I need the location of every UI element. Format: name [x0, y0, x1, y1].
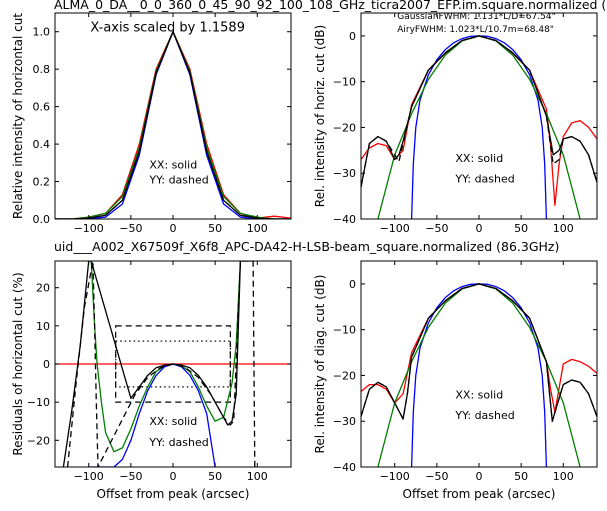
x-tick-label: −50 [425, 222, 448, 235]
annotation-text: XX: solid [455, 152, 503, 165]
annotation-text: XX: solid [455, 388, 503, 401]
y-tick-label: 0 [349, 278, 356, 291]
series-line-green-solid [377, 283, 581, 467]
x-tick-label: 0 [476, 222, 483, 235]
x-tick-label: 0 [476, 470, 483, 483]
x-tick-label: 50 [208, 470, 222, 483]
y-tick-label: 0 [349, 30, 356, 43]
series-line-black-solid [55, 31, 291, 219]
figure-title-top: ALMA_0_DA__0_0_360_0_45_90_92_100_108_GH… [54, 0, 606, 12]
x-axis-label: Offset from peak (arcsec) [97, 487, 250, 501]
y-tick-label: −40 [333, 461, 356, 474]
plot-area-tr [361, 35, 597, 219]
series-line-blue-solid [55, 31, 291, 219]
figure-title-middle: uid___A002_X67509f_X6f8_APC-DA42-H-LSB-b… [54, 239, 559, 254]
annotation-text: X-axis scaled by 1.1589 [90, 21, 245, 36]
y-tick-label: −20 [27, 434, 50, 447]
x-tick-label: −50 [425, 470, 448, 483]
y-tick-label: −10 [333, 324, 356, 337]
annotation-text: YY: dashed [148, 173, 208, 186]
plot-area-br [361, 283, 597, 467]
series-line-green-solid [90, 261, 245, 453]
x-tick-label: 100 [553, 470, 574, 483]
series-line-black-dashed [361, 283, 597, 422]
y-tick-label: −10 [27, 396, 50, 409]
x-tick-label: 50 [208, 222, 222, 235]
y-axis-label: Rel. intensity of diag. cut (dB) [313, 275, 327, 454]
series-line-black-dashed [66, 261, 256, 467]
x-tick-label: 0 [170, 470, 177, 483]
series-line-red-solid [55, 31, 291, 219]
y-tick-label: 0.2 [33, 176, 51, 189]
x-tick-label: −100 [380, 222, 410, 235]
y-tick-label: −20 [333, 369, 356, 382]
axes-frame [360, 260, 598, 468]
series-line-black-solid [361, 35, 597, 188]
x-tick-label: −50 [119, 470, 142, 483]
y-tick-label: −30 [333, 415, 356, 428]
plot-area-tl [55, 31, 291, 219]
y-tick-label: −30 [333, 167, 356, 180]
x-tick-label: 50 [514, 222, 528, 235]
x-tick-label: 50 [514, 470, 528, 483]
annotation-text: AiryFWHM: 1.023*L/10.7m=68.48" [397, 25, 554, 35]
series-line-black-solid [62, 261, 255, 467]
x-tick-label: 100 [247, 470, 268, 483]
y-tick-label: 0.4 [33, 138, 51, 151]
y-tick-label: 0.8 [33, 63, 51, 76]
y-tick-label: 0 [43, 358, 50, 371]
x-tick-label: 100 [553, 222, 574, 235]
y-tick-label: 0.6 [33, 101, 51, 114]
axes-frame [54, 12, 292, 220]
y-tick-label: 0.0 [33, 213, 51, 226]
series-line-black-dashed [361, 35, 597, 188]
annotation-text: YY: dashed [148, 436, 208, 449]
series-line-blue-solid [88, 363, 216, 467]
annotation-text: GaussianFWHM: 1.131*L/D=67.54" [397, 12, 555, 22]
plots-group: −100 −50 0 50 1000.00.20.40.60.81.0Relative … [11, 12, 598, 501]
x-tick-label: −100 [74, 222, 104, 235]
annotation-text: XX: solid [149, 415, 197, 428]
tolerance-box-dotted [115, 340, 231, 388]
series-line-green-solid [55, 31, 291, 219]
y-axis-label: Rel. intensity of horiz. cut (dB) [313, 25, 327, 207]
y-axis-label: Relative intensity of horizontal cut [11, 13, 25, 219]
y-tick-label: 1.0 [33, 26, 51, 39]
x-tick-label: 100 [247, 222, 268, 235]
y-tick-label: −20 [333, 121, 356, 134]
x-tick-label: −100 [74, 470, 104, 483]
y-tick-label: 10 [36, 320, 50, 333]
axes-frame [360, 12, 598, 220]
y-axis-label: Residuals of horizontal cut (%) [11, 272, 25, 455]
x-tick-label: −50 [119, 222, 142, 235]
plot-area-bl [55, 261, 291, 467]
annotation-text: YY: dashed [454, 409, 514, 422]
y-tick-label: 20 [36, 282, 50, 295]
y-tick-label: −40 [333, 213, 356, 226]
annotation-text: XX: solid [149, 158, 197, 171]
series-line-blue-solid [410, 283, 548, 467]
series-line-black-dashed [55, 31, 291, 219]
x-tick-label: 0 [170, 222, 177, 235]
y-tick-label: −10 [333, 76, 356, 89]
annotation-text: YY: dashed [454, 172, 514, 185]
series-line-blue-solid [410, 35, 548, 219]
chart-tl: −100 −50 0 50 100 0.0 0.2 0.4 0.6 0.8 1.0 Relative … [11, 12, 292, 235]
x-tick-label: −100 [380, 470, 410, 483]
series-line-green-solid [377, 35, 581, 219]
x-axis-label: Offset from peak (arcsec) [403, 487, 556, 501]
